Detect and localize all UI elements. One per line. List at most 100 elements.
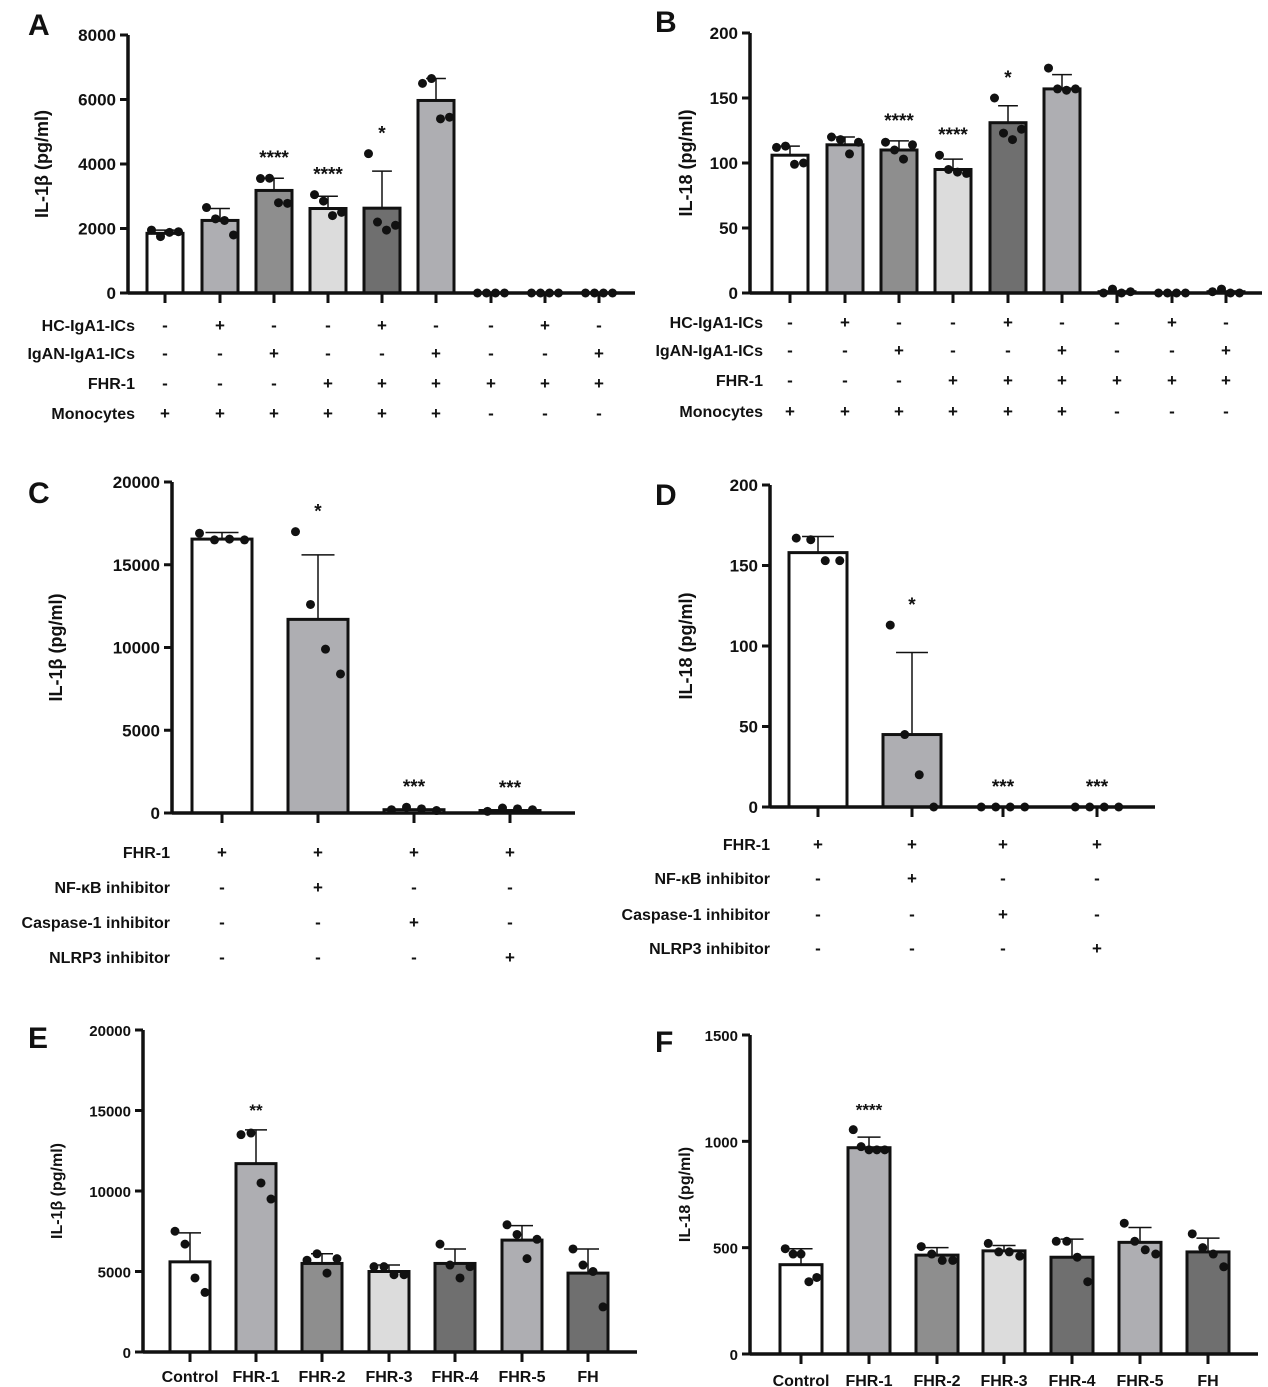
bar xyxy=(190,537,254,815)
condition-label: NF-κB inhibitor xyxy=(654,871,770,888)
condition-sign: - xyxy=(271,316,277,335)
data-point xyxy=(914,770,924,780)
condition-sign: - xyxy=(909,905,915,924)
condition-sign: + xyxy=(594,374,604,393)
x-category-label: FHR-3 xyxy=(365,1369,412,1386)
data-point xyxy=(229,230,238,240)
condition-sign: + xyxy=(907,835,917,854)
bar xyxy=(825,143,865,295)
x-category-label: Control xyxy=(773,1373,830,1387)
condition-sign: - xyxy=(507,913,513,932)
significance-label: * xyxy=(908,595,916,616)
data-point xyxy=(336,669,345,679)
condition-sign: + xyxy=(377,316,387,335)
condition-sign: - xyxy=(433,316,439,335)
data-point xyxy=(417,804,426,814)
condition-sign: + xyxy=(160,404,170,423)
data-point xyxy=(791,533,801,543)
data-point xyxy=(999,128,1008,138)
y-tick-label: 0 xyxy=(107,284,116,303)
condition-sign: - xyxy=(842,341,848,360)
data-point xyxy=(195,528,204,538)
data-point xyxy=(854,137,863,147)
condition-sign: - xyxy=(909,939,915,958)
condition-sign: + xyxy=(1112,371,1122,390)
condition-label: Monocytes xyxy=(51,406,135,423)
condition-sign: + xyxy=(431,404,441,423)
data-point xyxy=(1072,1252,1082,1262)
data-point xyxy=(1017,124,1026,134)
bar xyxy=(566,1271,610,1354)
data-point xyxy=(283,198,292,208)
data-point xyxy=(373,217,382,227)
data-point xyxy=(332,1254,342,1264)
condition-sign: - xyxy=(325,316,331,335)
condition-sign: - xyxy=(162,344,168,363)
condition-sign: + xyxy=(217,843,227,862)
condition-sign: - xyxy=(1000,939,1006,958)
data-point xyxy=(578,1260,588,1270)
data-point xyxy=(1119,1218,1129,1228)
y-tick-label: 100 xyxy=(710,154,738,173)
condition-sign: + xyxy=(1057,371,1067,390)
condition-sign: - xyxy=(787,371,793,390)
y-tick-label: 50 xyxy=(719,219,738,238)
condition-sign: + xyxy=(840,402,850,421)
condition-sign: + xyxy=(409,913,419,932)
condition-sign: + xyxy=(1003,402,1013,421)
condition-sign: + xyxy=(215,404,225,423)
significance-label: *** xyxy=(499,778,522,799)
condition-sign: - xyxy=(162,374,168,393)
data-point xyxy=(202,203,211,213)
condition-sign: - xyxy=(219,878,225,897)
significance-label: **** xyxy=(856,1101,883,1120)
y-tick-label: 1000 xyxy=(705,1134,738,1151)
data-point xyxy=(445,1260,455,1270)
condition-sign: + xyxy=(998,905,1008,924)
condition-sign: - xyxy=(162,316,168,335)
y-axis-label: IL-18 (pg/ml) xyxy=(676,109,696,216)
condition-label: FHR-1 xyxy=(723,837,770,854)
data-point xyxy=(990,93,999,103)
data-point xyxy=(220,215,229,225)
data-point xyxy=(780,1244,790,1254)
condition-sign: - xyxy=(896,313,902,332)
condition-label: NLRP3 inhibitor xyxy=(649,941,770,958)
bar xyxy=(879,148,919,295)
y-tick-label: 200 xyxy=(710,24,738,43)
y-tick-label: 8000 xyxy=(78,26,116,45)
condition-sign: - xyxy=(787,341,793,360)
bar xyxy=(914,1253,960,1356)
data-point xyxy=(848,1125,858,1135)
y-tick-label: 6000 xyxy=(78,91,116,110)
bar xyxy=(234,1162,278,1354)
condition-sign: + xyxy=(907,869,917,888)
condition-sign: + xyxy=(409,843,419,862)
condition-label: NLRP3 inhibitor xyxy=(49,950,170,967)
x-category-label: FHR-5 xyxy=(1116,1373,1163,1387)
panel-letter: B xyxy=(655,6,677,39)
data-point xyxy=(935,150,944,160)
bar xyxy=(770,153,810,295)
data-point xyxy=(240,535,249,545)
significance-label: **** xyxy=(259,148,289,169)
y-tick-label: 10000 xyxy=(89,1184,131,1201)
condition-sign: - xyxy=(411,878,417,897)
condition-sign: - xyxy=(1223,402,1229,421)
data-point xyxy=(835,556,845,566)
condition-sign: - xyxy=(217,374,223,393)
data-point xyxy=(225,534,234,544)
condition-sign: + xyxy=(313,843,323,862)
data-point xyxy=(781,141,790,151)
data-point xyxy=(465,1262,475,1272)
condition-sign: - xyxy=(1114,313,1120,332)
bar xyxy=(787,551,849,809)
data-point xyxy=(502,1220,512,1230)
data-point xyxy=(899,154,908,164)
condition-label: IgAN-IgA1-ICs xyxy=(27,346,135,363)
y-tick-label: 0 xyxy=(151,804,160,823)
data-point xyxy=(369,1262,379,1272)
data-point xyxy=(1008,135,1017,145)
condition-sign: + xyxy=(431,344,441,363)
